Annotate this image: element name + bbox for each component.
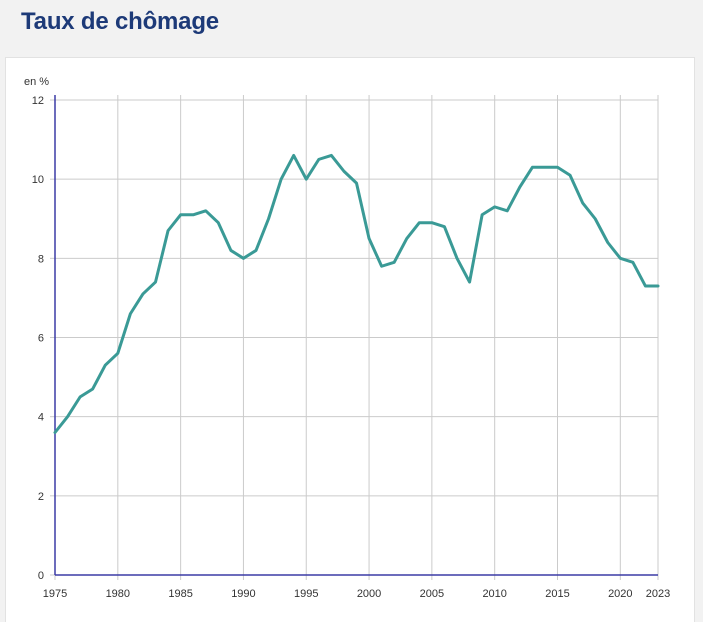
x-tick-label: 1995 xyxy=(294,588,318,600)
data-point xyxy=(190,212,196,218)
y-tick-label: 10 xyxy=(32,174,44,186)
data-point xyxy=(316,156,322,162)
data-point xyxy=(492,204,498,210)
data-point xyxy=(65,414,71,420)
data-point xyxy=(203,208,209,214)
chart-panel xyxy=(5,57,695,622)
data-point xyxy=(592,216,598,222)
x-tick-label: 2000 xyxy=(357,588,381,600)
data-point xyxy=(253,247,259,253)
data-point xyxy=(215,220,221,226)
x-tick-label: 2020 xyxy=(608,588,632,600)
y-tick-label: 2 xyxy=(38,491,44,503)
x-tick-label: 1980 xyxy=(106,588,130,600)
data-point xyxy=(630,259,636,265)
data-point xyxy=(115,350,121,356)
y-tick-label: 0 xyxy=(38,570,44,582)
data-point xyxy=(391,259,397,265)
x-tick-label: 2010 xyxy=(482,588,506,600)
data-point xyxy=(416,220,422,226)
data-point xyxy=(542,164,548,170)
data-point xyxy=(328,152,334,158)
data-point xyxy=(52,430,58,436)
data-point xyxy=(429,220,435,226)
data-point xyxy=(228,247,234,253)
data-point xyxy=(153,279,159,285)
gridlines xyxy=(54,95,659,576)
data-point xyxy=(404,236,410,242)
series xyxy=(52,152,661,436)
data-point xyxy=(178,212,184,218)
x-tick-label: 2005 xyxy=(420,588,444,600)
data-point xyxy=(303,176,309,182)
data-point xyxy=(517,184,523,190)
y-tick-label: 8 xyxy=(38,253,44,265)
data-point xyxy=(467,279,473,285)
x-tick-label: 2023 xyxy=(646,588,670,600)
y-tick-label: 4 xyxy=(38,412,44,424)
data-point xyxy=(354,180,360,186)
axes xyxy=(50,95,659,580)
data-point xyxy=(77,394,83,400)
y-tick-label: 12 xyxy=(32,95,44,107)
data-point xyxy=(605,240,611,246)
data-point xyxy=(90,386,96,392)
data-point xyxy=(479,212,485,218)
data-point xyxy=(291,152,297,158)
data-point xyxy=(366,236,372,242)
data-point xyxy=(240,255,246,261)
y-tick-label: 6 xyxy=(38,333,44,345)
data-point xyxy=(529,164,535,170)
data-point xyxy=(127,311,133,317)
page-title: Taux de chômage xyxy=(21,8,219,35)
data-point xyxy=(617,255,623,261)
data-point xyxy=(504,208,510,214)
y-axis-unit-label: en % xyxy=(24,76,49,88)
x-tick-label: 2015 xyxy=(545,588,569,600)
x-tick-label: 1985 xyxy=(168,588,192,600)
data-point xyxy=(341,168,347,174)
data-point xyxy=(580,200,586,206)
data-point xyxy=(567,172,573,178)
data-point xyxy=(165,228,171,234)
data-point xyxy=(379,263,385,269)
x-tick-label: 1975 xyxy=(43,588,67,600)
data-point xyxy=(441,224,447,230)
x-tick-label: 1990 xyxy=(231,588,255,600)
data-point xyxy=(642,283,648,289)
data-point xyxy=(266,216,272,222)
data-point xyxy=(655,283,661,289)
data-point xyxy=(278,176,284,182)
data-point xyxy=(140,291,146,297)
series-line xyxy=(53,153,660,434)
data-point xyxy=(555,164,561,170)
data-point xyxy=(102,362,108,368)
data-point xyxy=(454,255,460,261)
tick-labels: en % 0 2 4 6 8 10 12 1975 1980 1985 1990 1995 2000 20… xyxy=(24,76,670,600)
